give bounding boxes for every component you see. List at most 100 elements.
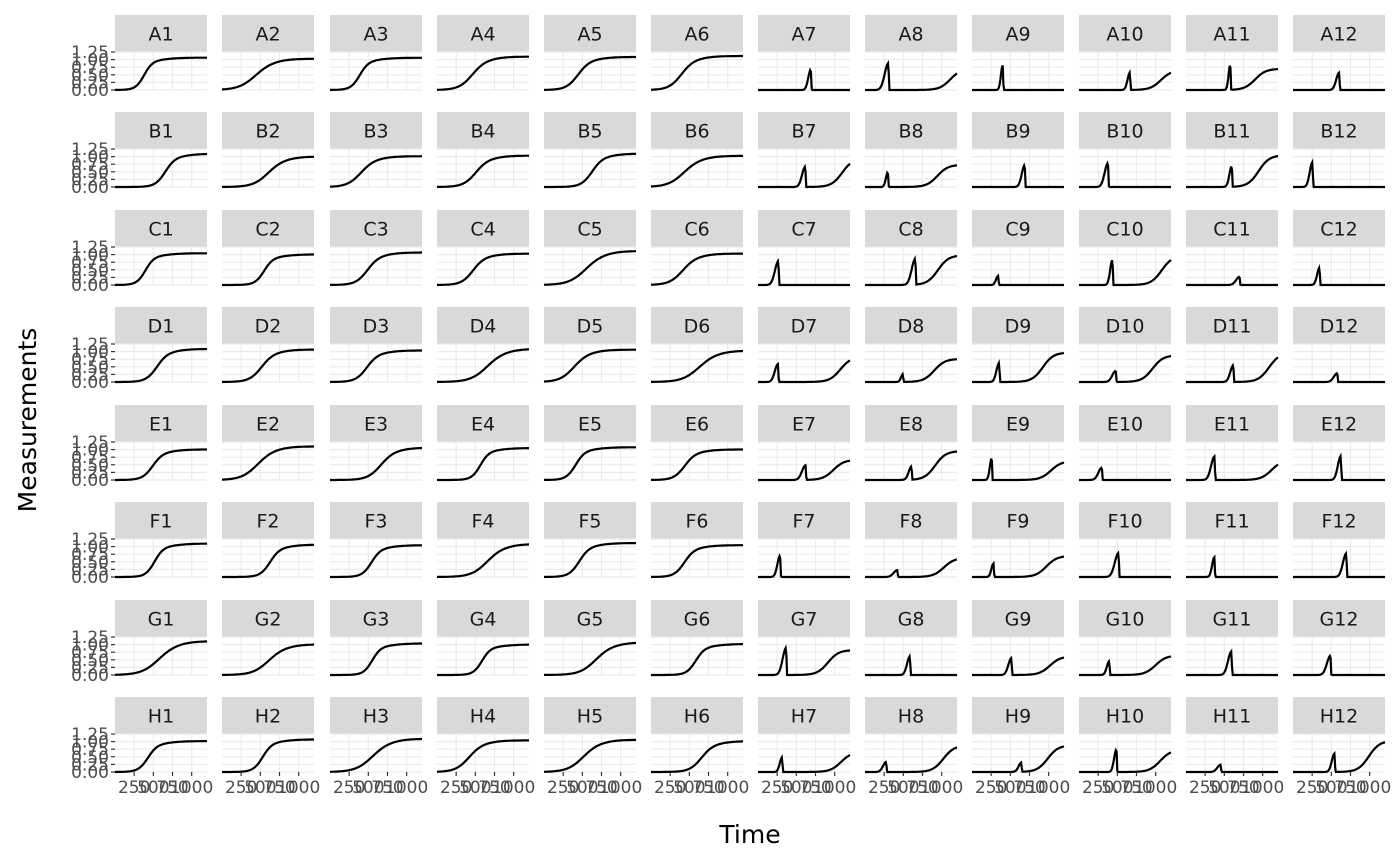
facet-strip: [222, 600, 314, 637]
facet-strip: [865, 210, 957, 247]
series-line-G1: [115, 640, 208, 676]
facet-strip: [972, 600, 1064, 637]
facet-label: G2: [255, 609, 282, 631]
facet-label: H12: [1320, 706, 1358, 728]
y-tick-label: 1.25: [71, 628, 109, 648]
x-axis-title: Time: [718, 820, 780, 849]
facet-label: A2: [255, 24, 280, 46]
facet-label: E5: [578, 414, 602, 436]
facet-label: D2: [255, 316, 282, 338]
x-tick-label: 1000: [1027, 778, 1070, 798]
facet-strip: [1293, 502, 1385, 539]
series-line-B3: [330, 155, 422, 188]
series-line-F7: [758, 552, 850, 579]
facet-strip: [330, 210, 422, 247]
facet-strip: [544, 405, 636, 442]
facet-label: D11: [1213, 316, 1252, 338]
series-line-D6: [651, 349, 743, 383]
facet-label: D7: [791, 316, 818, 338]
series-line-A3: [330, 56, 422, 91]
facet-label: H7: [791, 706, 817, 728]
series-line-D12: [1293, 371, 1385, 384]
facet-strip: [1186, 210, 1278, 247]
series-line-G12: [1293, 653, 1385, 677]
x-tick-label: 250: [1189, 778, 1221, 798]
x-tick-label: 1000: [1348, 778, 1391, 798]
series-line-C7: [758, 257, 850, 287]
y-tick-label: 1.00: [71, 148, 109, 168]
facet-strip: [330, 112, 422, 149]
facet-label: A7: [791, 24, 816, 46]
series-line-D1: [115, 347, 207, 384]
series-line-H7: [758, 753, 851, 774]
facet-label: F10: [1107, 511, 1142, 533]
series-line-E2: [222, 445, 314, 481]
series-line-H3: [330, 737, 422, 773]
y-tick-label: 1.25: [71, 238, 109, 258]
facet-strip: [651, 307, 743, 344]
series-line-C9: [972, 273, 1064, 287]
facet-strip: [1293, 15, 1385, 52]
series-line-G8: [865, 653, 957, 677]
facet-strip: [1186, 600, 1278, 637]
facet-strip: [1186, 112, 1278, 149]
y-tick-label: 0.75: [71, 350, 109, 370]
facet-strip: [651, 15, 743, 52]
facet-strip: [972, 307, 1064, 344]
series-line-D2: [222, 348, 314, 383]
x-tick-label: 500: [1101, 778, 1133, 798]
y-tick-label: 0.75: [71, 740, 109, 760]
facet-strip: [437, 307, 529, 344]
x-tick-label: 250: [761, 778, 793, 798]
facet-label: G9: [1005, 609, 1032, 631]
series-line-E5: [543, 446, 636, 482]
facet-strip: [1079, 307, 1171, 344]
facet-strip: [115, 307, 207, 344]
series-line-F5: [544, 542, 636, 579]
series-line-E6: [651, 448, 743, 481]
y-tick-label: 0.50: [71, 456, 109, 476]
facet-strip: [115, 697, 207, 734]
y-tick-label: 1.25: [71, 433, 109, 453]
facet-strip: [222, 112, 314, 149]
facet-strip: [1293, 697, 1385, 734]
series-line-C12: [1293, 263, 1385, 287]
series-line-G3: [330, 642, 422, 677]
y-tick-label: 1.00: [71, 636, 109, 656]
facet-label: F11: [1214, 511, 1249, 533]
x-tick-label: 1000: [277, 778, 320, 798]
facet-strip: [1186, 307, 1278, 344]
x-tick-label: 250: [654, 778, 686, 798]
facet-label: B7: [791, 121, 816, 143]
facet-label: B5: [577, 121, 602, 143]
y-tick-label: 1.25: [71, 725, 109, 745]
facet-label: A11: [1213, 24, 1250, 46]
facet-label: B1: [148, 121, 173, 143]
facet-strip: [1293, 307, 1385, 344]
facet-label: E7: [792, 414, 816, 436]
series-line-G7: [758, 644, 851, 677]
facet-strip: [330, 600, 422, 637]
facet-strip: [651, 697, 743, 734]
facet-label: A6: [684, 24, 709, 46]
facet-label: F12: [1321, 511, 1356, 533]
y-tick-label: 0.25: [71, 73, 109, 93]
series-line-F8: [865, 558, 958, 579]
facet-strip: [651, 405, 743, 442]
y-tick-label: 1.00: [71, 246, 109, 266]
facet-strip: [865, 405, 957, 442]
facet-strip: [1293, 112, 1385, 149]
series-line-H10: [1079, 747, 1172, 774]
facet-strip: [972, 502, 1064, 539]
x-tick-label: 250: [547, 778, 579, 798]
facet-label: F5: [578, 511, 601, 533]
y-tick-label: 0.25: [71, 755, 109, 775]
y-tick-label: 0.00: [71, 471, 109, 491]
y-tick-label: 0.75: [71, 643, 109, 663]
x-tick-label: 1000: [385, 778, 428, 798]
facet-strip: [544, 600, 636, 637]
series-line-D7: [758, 359, 851, 384]
facet-strip: [437, 502, 529, 539]
facet-strip: [1079, 600, 1171, 637]
